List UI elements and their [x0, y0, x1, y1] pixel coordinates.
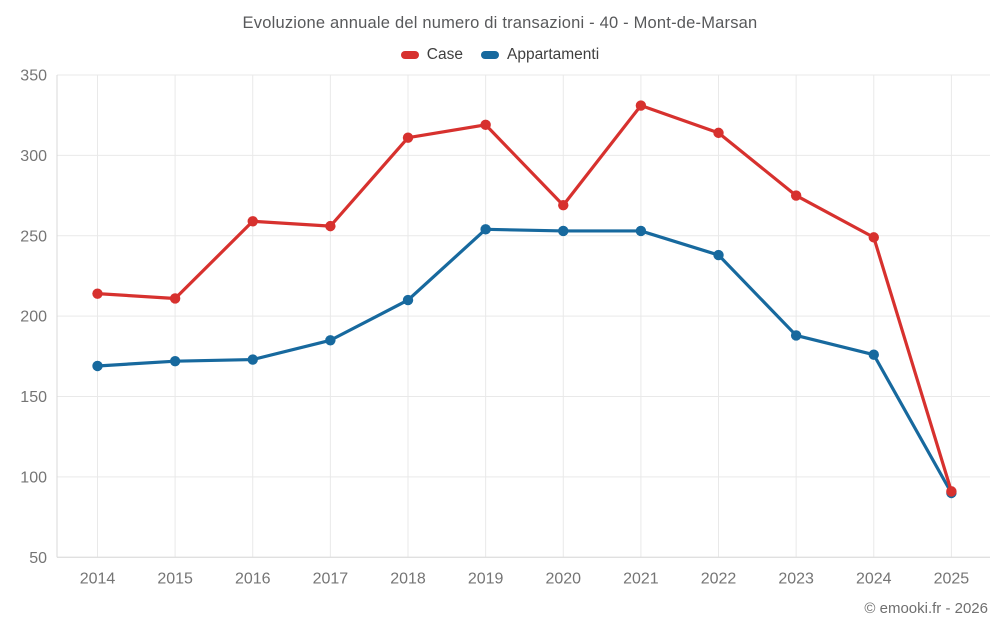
x-axis-tick-label: 2018 — [390, 570, 426, 587]
y-axis-tick-label: 200 — [20, 309, 47, 326]
data-point-case-2022 — [713, 127, 724, 139]
data-point-case-2023 — [790, 190, 802, 201]
data-point-case-2019 — [480, 119, 491, 131]
x-axis-tick-label: 2020 — [545, 570, 581, 587]
chart-title: Evoluzione annuale del numero di transaz… — [242, 14, 758, 32]
data-point-appartamenti-2018 — [402, 294, 414, 306]
x-axis-tick-label: 2016 — [235, 570, 271, 587]
data-point-appartamenti-2021 — [635, 225, 647, 237]
y-axis-tick-label: 150 — [20, 389, 47, 406]
data-point-case-2024 — [868, 232, 879, 243]
x-axis-tick-label: 2014 — [80, 570, 116, 587]
y-axis-tick-label: 100 — [20, 469, 47, 486]
data-point-case-2017 — [325, 220, 336, 232]
x-axis-tick-label: 2021 — [623, 570, 659, 587]
x-axis-tick-label: 2024 — [856, 570, 892, 587]
appartamenti-series-swatch-icon — [480, 51, 499, 59]
y-axis-tick-label: 350 — [20, 68, 47, 85]
x-axis-tick-label: 2015 — [157, 570, 193, 587]
legend-label-appartamenti: Appartamenti — [506, 46, 600, 63]
data-point-case-2021 — [635, 100, 647, 111]
copyright-watermark: © emooki.fr - 2026 — [864, 600, 988, 617]
y-axis-tick-label: 300 — [20, 148, 47, 165]
legend-item-appartamenti[interactable]: Appartamenti — [480, 46, 600, 64]
data-point-appartamenti-2019 — [480, 224, 491, 235]
data-point-appartamenti-2022 — [713, 249, 724, 261]
case-series-swatch-icon — [400, 51, 419, 59]
data-point-appartamenti-2024 — [868, 349, 879, 360]
x-axis-tick-label: 2023 — [778, 570, 814, 587]
data-point-appartamenti-2014 — [92, 360, 103, 372]
data-point-appartamenti-2020 — [558, 225, 569, 237]
x-axis-tick-label: 2017 — [313, 570, 349, 587]
data-point-appartamenti-2017 — [325, 335, 336, 346]
data-point-case-2025 — [946, 486, 957, 497]
x-axis-tick-label: 2022 — [701, 570, 737, 587]
legend-item-case[interactable]: Case — [400, 46, 463, 64]
series-line-appartamenti — [95, 227, 954, 495]
data-point-appartamenti-2016 — [247, 354, 258, 365]
data-point-case-2018 — [402, 132, 414, 143]
data-point-case-2020 — [558, 200, 569, 211]
y-axis-tick-label: 250 — [20, 228, 47, 245]
x-axis-tick-label: 2019 — [468, 570, 504, 587]
data-point-case-2014 — [92, 288, 103, 299]
data-point-case-2016 — [247, 216, 258, 227]
data-point-appartamenti-2015 — [169, 355, 181, 367]
x-axis-tick-label: 2025 — [934, 570, 970, 587]
y-axis-tick-label: 50 — [29, 550, 47, 567]
data-point-case-2015 — [169, 293, 181, 304]
chart-legend: Case Appartamenti — [0, 46, 1000, 64]
data-point-appartamenti-2023 — [790, 330, 802, 341]
series-line-case — [95, 103, 954, 493]
legend-label-case: Case — [426, 46, 463, 63]
